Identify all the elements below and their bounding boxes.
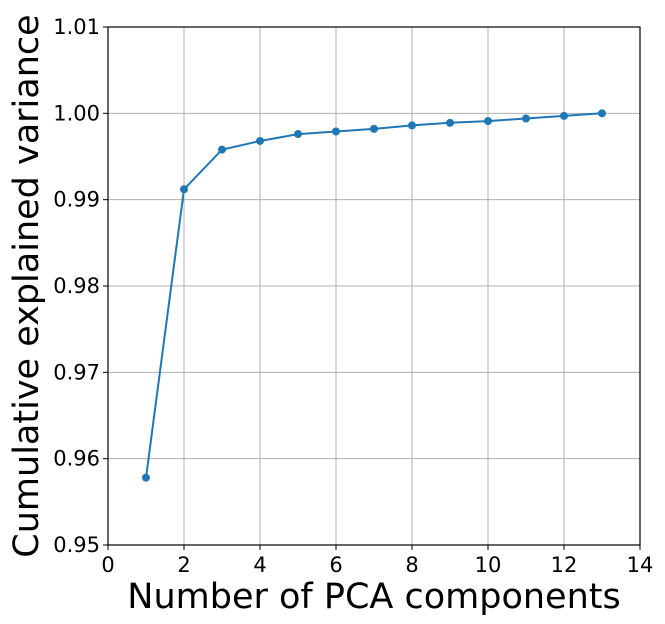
y-axis-ticks: 0.95 0.96 0.97 0.98 0.99 1.00 1.01 (53, 15, 108, 557)
y-tick-label: 1.01 (53, 15, 100, 39)
data-point (256, 136, 264, 145)
x-tick-label: 14 (627, 553, 654, 577)
x-tick-label: 4 (253, 553, 266, 577)
data-point (446, 118, 454, 127)
y-tick-label: 0.97 (53, 360, 100, 384)
x-tick-label: 12 (551, 553, 578, 577)
x-tick-label: 2 (177, 553, 190, 577)
series-layer (142, 109, 606, 482)
x-tick-label: 8 (405, 553, 418, 577)
data-point (560, 111, 568, 120)
data-point (408, 121, 416, 130)
y-tick-label: 0.96 (53, 447, 100, 471)
x-tick-label: 0 (101, 553, 114, 577)
data-point (598, 109, 606, 118)
data-point (332, 127, 340, 136)
y-tick-label: 0.98 (53, 274, 100, 298)
y-tick-label: 0.99 (53, 188, 100, 212)
data-point (218, 145, 226, 154)
data-point (522, 114, 530, 123)
y-axis-label: Cumulative explained variance (7, 14, 47, 557)
data-point (370, 124, 378, 133)
y-tick-label: 1.00 (53, 101, 100, 125)
x-axis-label: Number of PCA components (127, 577, 620, 617)
x-axis-ticks: 0 2 4 6 8 10 12 14 (101, 545, 653, 577)
data-point (180, 185, 188, 194)
data-point (142, 473, 150, 482)
x-tick-label: 6 (329, 553, 342, 577)
data-point (484, 117, 492, 126)
y-tick-label: 0.95 (53, 533, 100, 557)
x-tick-label: 10 (475, 553, 502, 577)
data-point (294, 130, 302, 139)
